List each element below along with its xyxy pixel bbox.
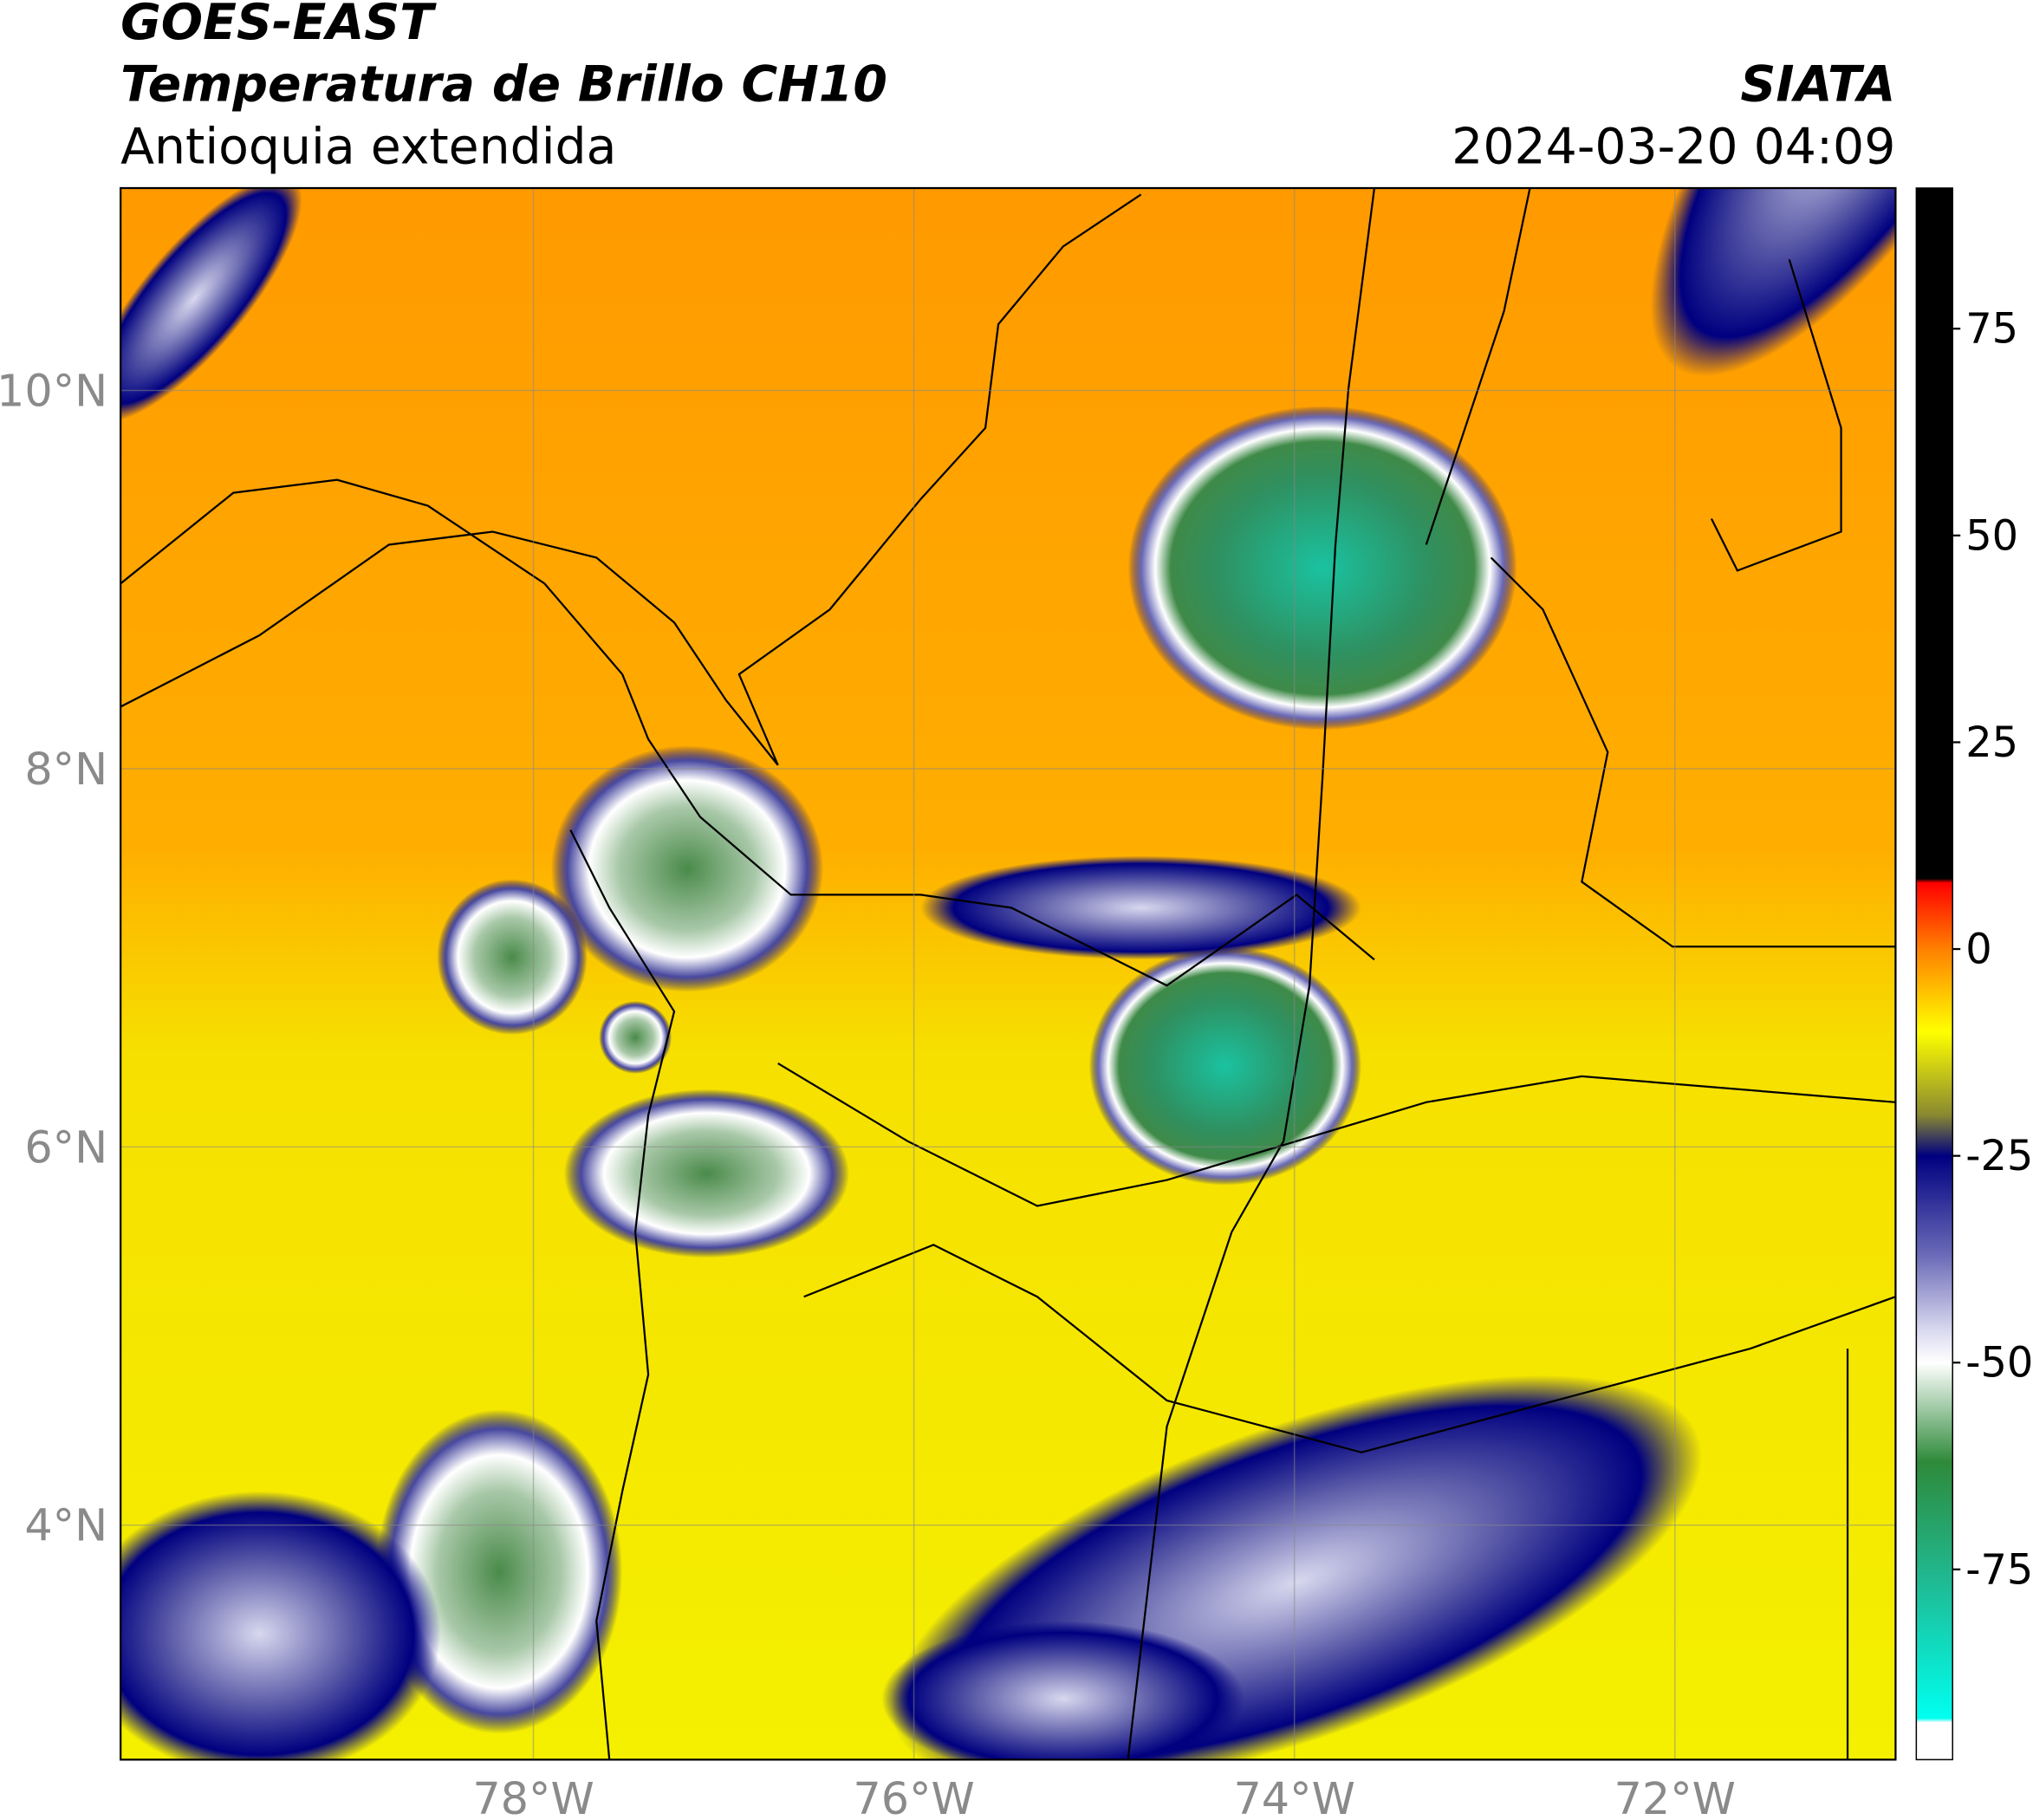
x-tick-label: 74°W (1233, 1773, 1354, 1820)
borders (120, 188, 1896, 1760)
cloud (599, 1001, 672, 1074)
product-title: Temperatura de Brillo CH10 (120, 56, 887, 114)
y-tick-label: 4°N (24, 1500, 107, 1551)
colorbar-tick-label: 0 (1965, 926, 1991, 974)
border (1490, 556, 1896, 948)
coastline (1710, 258, 1842, 572)
map-area (120, 188, 1896, 1760)
colorbar-tick-label: -25 (1965, 1133, 2033, 1180)
source-label: SIATA (1740, 56, 1895, 114)
datetime-label: 2024-03-20 04:09 (1452, 119, 1895, 176)
x-tick-label: 78°W (472, 1773, 594, 1820)
colorbar-tick-label: 50 (1965, 512, 2018, 560)
y-tick-label: 6°N (24, 1121, 107, 1173)
cloud (920, 855, 1361, 960)
satellite-title: GOES-EAST (120, 0, 437, 51)
coastline (120, 193, 1142, 766)
x-tick-label: 76°W (853, 1773, 974, 1820)
map-frame (120, 186, 1897, 1761)
border (1127, 188, 1376, 1760)
cloud (1650, 188, 1896, 377)
cloud (437, 879, 588, 1036)
y-tick-label: 10°N (0, 365, 107, 416)
colorbar (1915, 187, 1953, 1761)
cloud (120, 1491, 441, 1760)
border (1425, 188, 1531, 545)
cloud (1088, 946, 1361, 1186)
border (777, 1062, 1896, 1207)
cloud (120, 188, 302, 422)
cloud (1127, 406, 1517, 731)
cloud (550, 745, 824, 992)
colorbar-tick-label: -75 (1965, 1546, 2033, 1594)
border (120, 478, 1375, 987)
x-tick-label: 72°W (1614, 1773, 1736, 1820)
colorbar-tick-label: 75 (1965, 306, 2018, 354)
colorbar-tick-label: -50 (1965, 1340, 2033, 1388)
region-subtitle: Antioquia extendida (120, 119, 616, 176)
coastline (569, 829, 676, 1760)
y-tick-label: 8°N (24, 744, 107, 795)
border (803, 1244, 1896, 1453)
colorbar-tick-label: 25 (1965, 719, 2018, 767)
cloud (881, 1621, 1245, 1760)
cloud (563, 1089, 849, 1258)
